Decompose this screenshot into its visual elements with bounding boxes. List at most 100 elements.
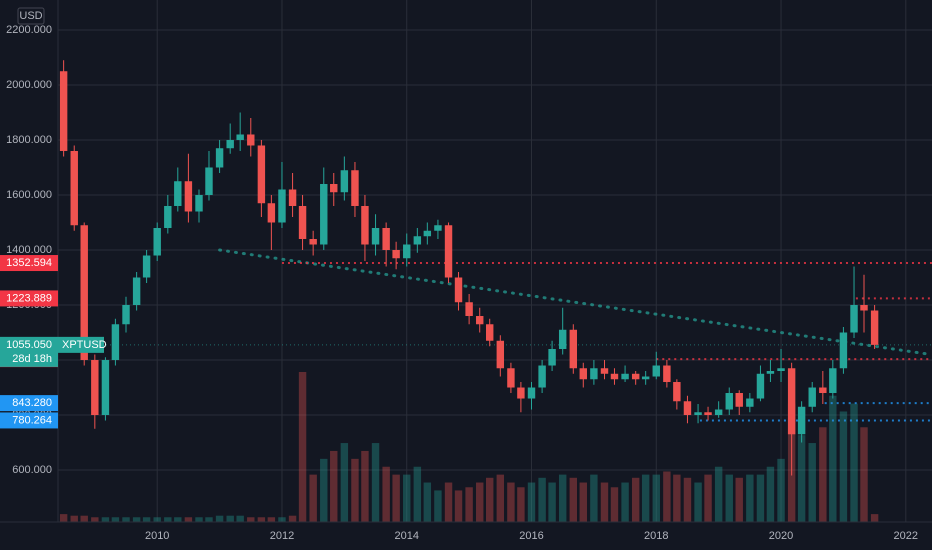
candle-body bbox=[257, 145, 266, 204]
volume-bar bbox=[298, 372, 307, 522]
x-tick-label: 2018 bbox=[644, 530, 668, 542]
volume-bar bbox=[423, 482, 432, 522]
volume-bar bbox=[808, 443, 816, 522]
volume-bar bbox=[392, 474, 400, 522]
candle-body bbox=[340, 170, 349, 193]
candle-body bbox=[663, 365, 671, 383]
level-badge: 780.264 bbox=[12, 414, 52, 426]
level-badge-box bbox=[0, 290, 58, 307]
x-tick-label: 2010 bbox=[145, 530, 169, 542]
candle-body bbox=[808, 387, 816, 407]
volume-bar bbox=[215, 515, 224, 522]
candle-body bbox=[174, 181, 182, 206]
volume-bar bbox=[340, 443, 349, 522]
candle-body bbox=[382, 227, 390, 250]
candle-body bbox=[132, 277, 141, 306]
candle-body bbox=[164, 205, 172, 228]
candle-body bbox=[507, 368, 515, 388]
candle-body bbox=[59, 71, 68, 151]
volume-bar bbox=[527, 482, 536, 522]
countdown-label: 28d 18h bbox=[12, 353, 52, 365]
volume-bar bbox=[330, 450, 338, 522]
candle-body bbox=[413, 236, 422, 245]
volume-bar bbox=[663, 471, 671, 522]
volume-bar bbox=[320, 458, 328, 522]
candle-body bbox=[142, 255, 151, 278]
currency-label: USD bbox=[19, 10, 42, 22]
candle-body bbox=[205, 167, 213, 195]
volume-bar bbox=[735, 477, 743, 522]
volume-bar bbox=[756, 474, 765, 522]
volume-bar bbox=[652, 474, 660, 522]
candle-body bbox=[839, 332, 848, 369]
candle-body bbox=[371, 227, 380, 245]
volume-bar bbox=[91, 517, 99, 522]
volume-bar bbox=[267, 517, 276, 522]
last-price-box bbox=[0, 336, 58, 367]
symbol-label: XPTUSD bbox=[62, 339, 107, 351]
volume-bar bbox=[777, 458, 785, 522]
volume-bar bbox=[569, 477, 578, 522]
volume-bar bbox=[153, 517, 161, 522]
volume-bar bbox=[132, 517, 141, 522]
candle-body bbox=[641, 376, 650, 380]
volume-bar bbox=[579, 482, 587, 522]
volume-bar bbox=[465, 487, 473, 522]
candle-body bbox=[288, 189, 297, 206]
volume-bar bbox=[205, 517, 213, 522]
volume-bar bbox=[590, 474, 598, 522]
candle-body bbox=[756, 373, 765, 399]
volume-bar bbox=[476, 482, 484, 522]
volume-bar bbox=[195, 517, 203, 522]
candle-body bbox=[538, 365, 546, 388]
candle-body bbox=[423, 230, 432, 237]
volume-bar bbox=[558, 474, 567, 522]
candle-body bbox=[278, 189, 286, 223]
y-tick-label: 1400.000 bbox=[6, 244, 52, 256]
candle-body bbox=[735, 393, 743, 407]
volume-bar bbox=[694, 482, 702, 522]
x-tick-label: 2016 bbox=[519, 530, 543, 542]
candle-body bbox=[850, 305, 858, 333]
volume-bar bbox=[714, 466, 723, 522]
volume-bar bbox=[548, 482, 556, 522]
candle-body bbox=[590, 368, 598, 380]
candle-body bbox=[195, 194, 203, 212]
volume-bar bbox=[174, 517, 182, 522]
level-badge-box bbox=[0, 395, 58, 412]
candle-body bbox=[673, 382, 681, 402]
volume-bar bbox=[236, 515, 244, 522]
candle-body bbox=[631, 373, 640, 380]
candle-body bbox=[351, 170, 359, 206]
candle-body bbox=[298, 205, 307, 239]
volume-bar bbox=[507, 482, 515, 522]
volume-bar bbox=[766, 466, 775, 522]
candle-body bbox=[309, 238, 317, 245]
volume-bar bbox=[59, 514, 68, 522]
candle-body bbox=[434, 225, 442, 231]
candle-body bbox=[527, 387, 536, 399]
x-tick-label: 2022 bbox=[894, 530, 918, 542]
level-badge-box bbox=[0, 412, 58, 429]
volume-bar bbox=[454, 490, 463, 522]
volume-bar bbox=[704, 474, 712, 522]
trendline bbox=[218, 248, 932, 357]
volume-bar bbox=[673, 474, 681, 522]
candle-body bbox=[870, 310, 879, 345]
candle-body bbox=[621, 373, 629, 380]
candle-body bbox=[330, 183, 338, 193]
candle-body bbox=[683, 401, 692, 416]
volume-bar bbox=[517, 487, 525, 522]
volume-bar bbox=[403, 474, 411, 522]
candle-body bbox=[392, 249, 400, 259]
x-tick-label: 2020 bbox=[769, 530, 793, 542]
candle-body bbox=[184, 181, 193, 212]
candle-body bbox=[610, 373, 619, 380]
x-tick-label: 2014 bbox=[394, 530, 418, 542]
volume-bar bbox=[600, 482, 609, 522]
candle-body bbox=[80, 225, 88, 361]
volume-bar bbox=[361, 450, 369, 522]
last-price-label: 1055.050 bbox=[6, 339, 52, 351]
volume-bar bbox=[850, 403, 858, 522]
